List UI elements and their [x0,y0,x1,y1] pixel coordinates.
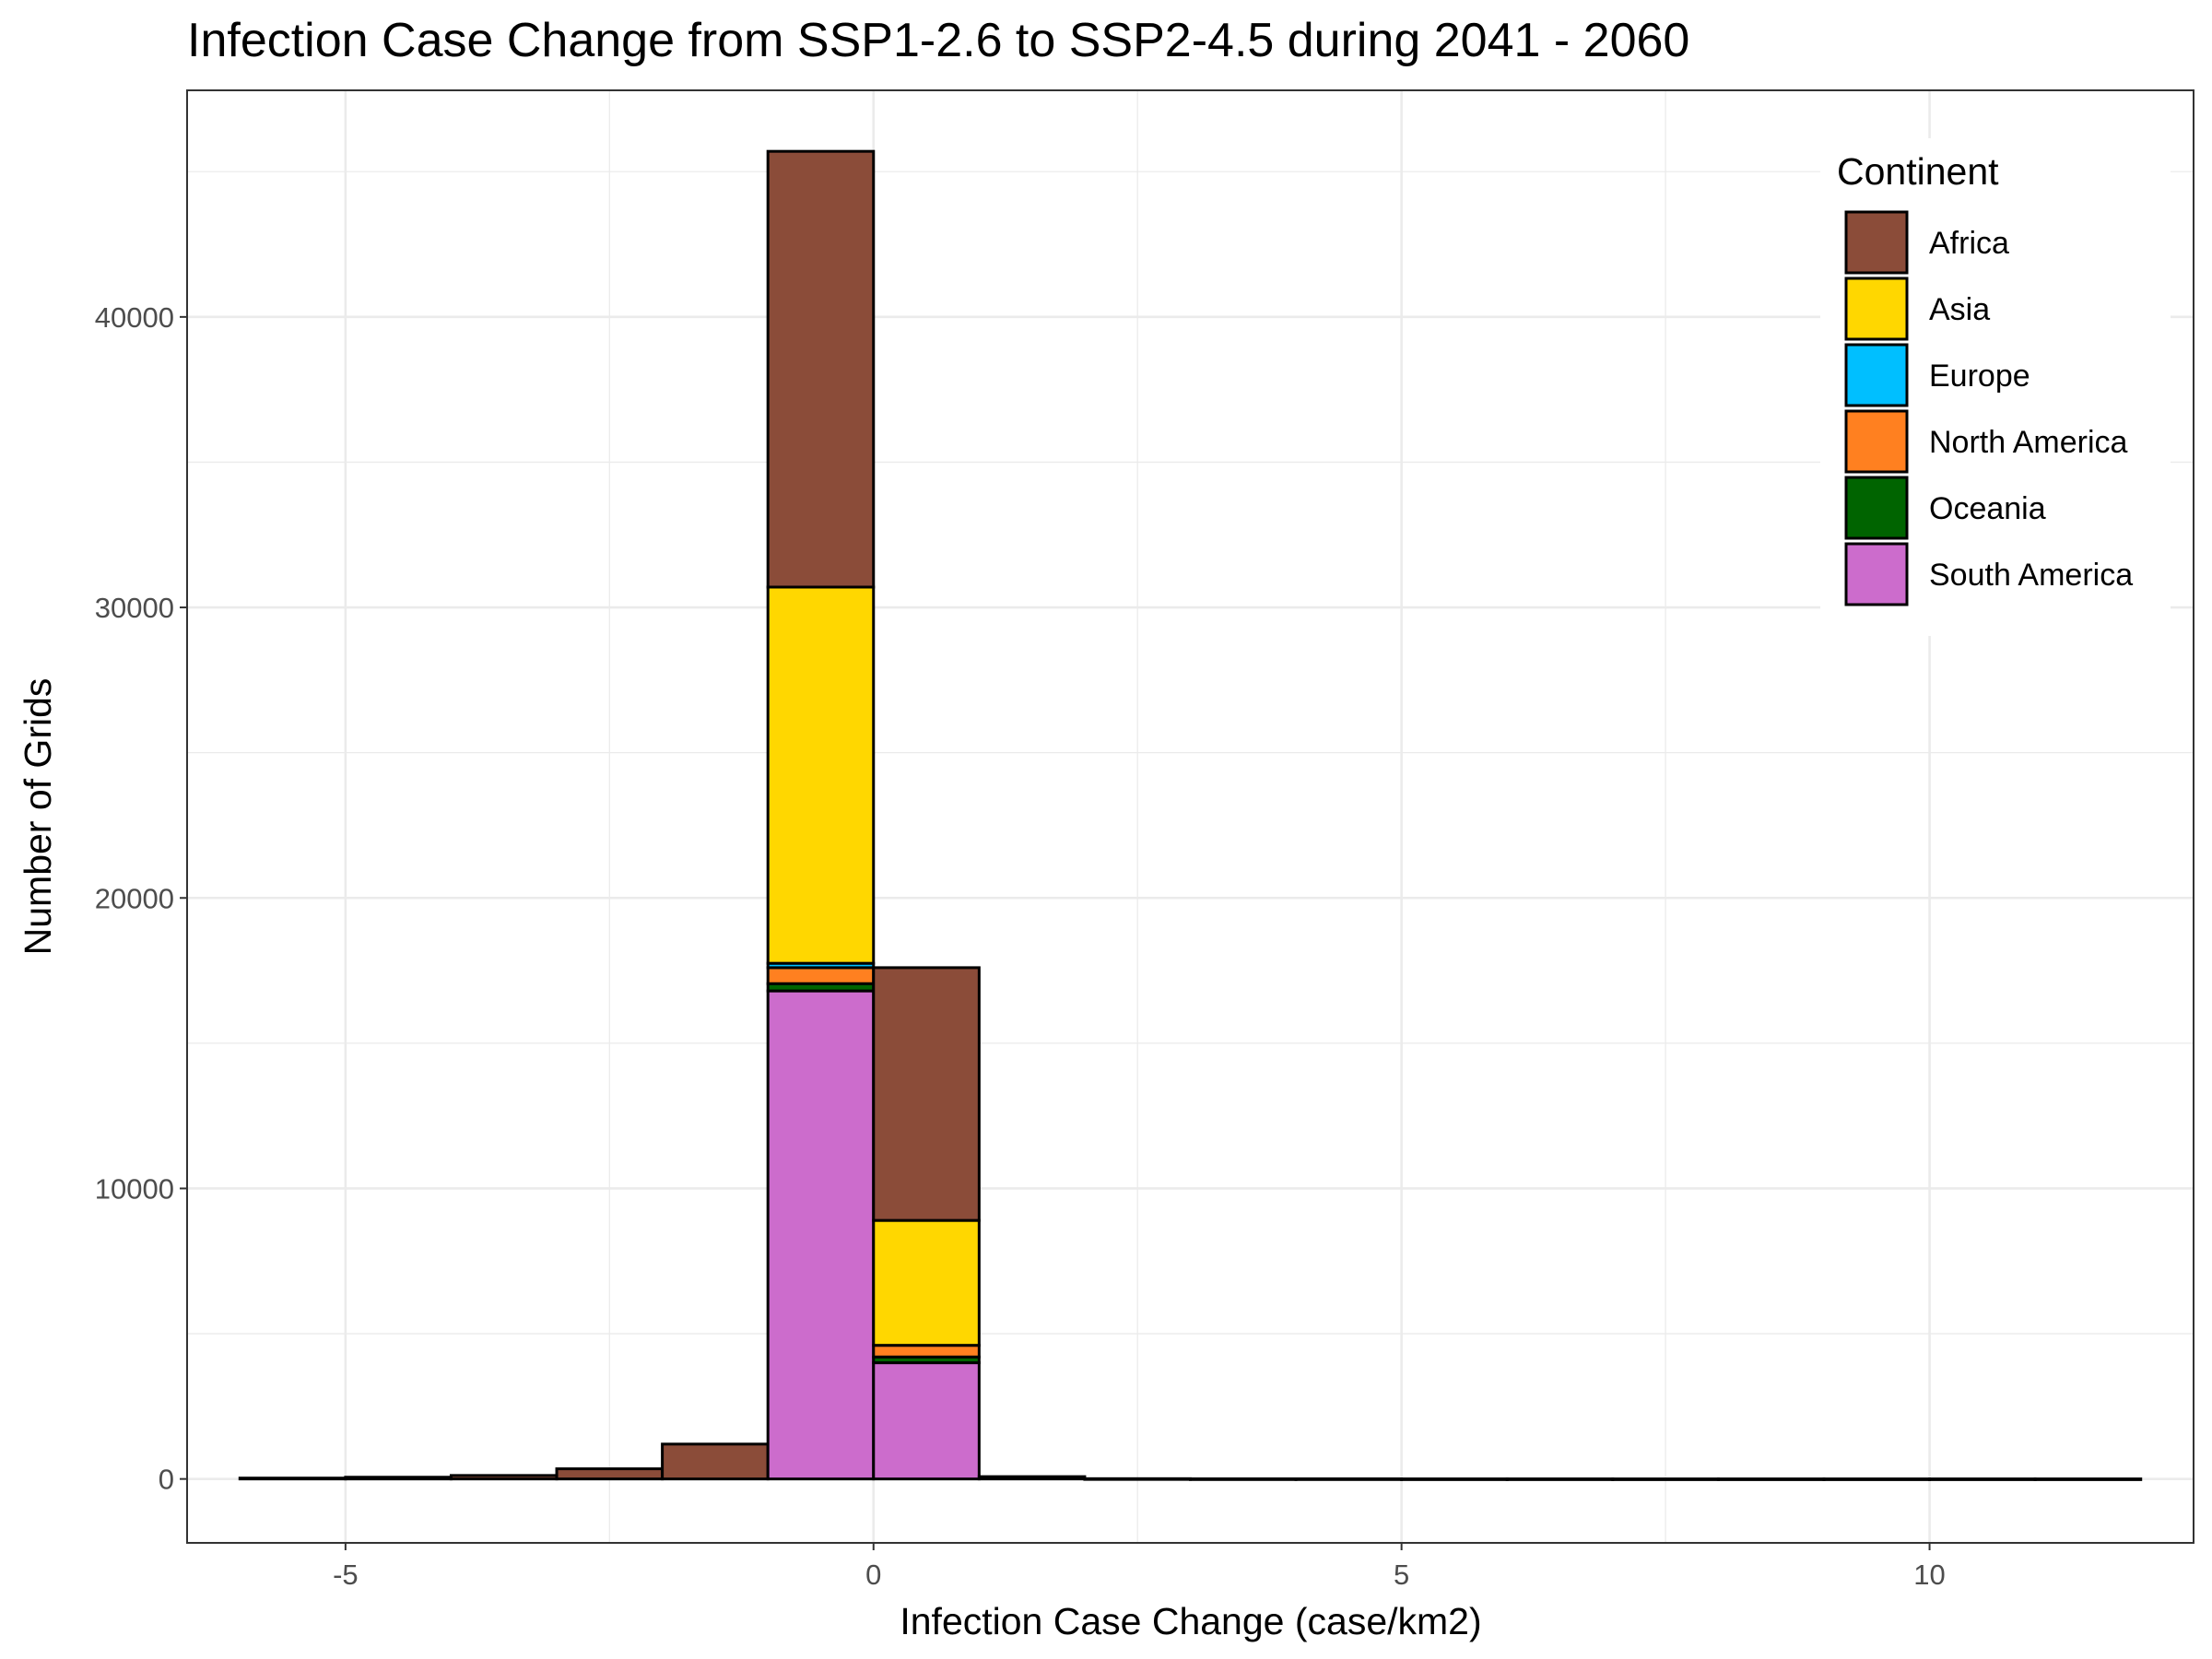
x-axis-title: Infection Case Change (case/km2) [900,1600,1481,1642]
x-tick-label: 0 [865,1559,881,1591]
bar-segment-africa [1928,1477,2037,1481]
legend-title: Continent [1837,150,1999,193]
bar-segment-africa [661,1442,770,1481]
bar-segment-africa [1716,1477,1826,1481]
bar-segment-africa [1083,1477,1192,1481]
legend-label-asia: Asia [1929,292,1990,327]
y-tick-label: 40000 [95,301,174,334]
legend-key-africa [1844,210,1909,275]
legend-key-north-america [1844,409,1909,474]
y-tick-label: 20000 [95,882,174,914]
bar-segment-north-america [872,1344,981,1359]
legend-label-north-america: North America [1929,425,2127,460]
x-tick-label: -5 [333,1559,359,1591]
legend-key-asia [1844,276,1909,341]
bar-segment-africa [238,1477,347,1481]
bar-segment-south-america [872,1361,981,1481]
bar-segment-africa [1189,1477,1298,1481]
bar-segment-africa [344,1476,453,1481]
bar-segment-africa [766,149,876,589]
legend-key-europe [1844,343,1909,407]
legend-label-africa: Africa [1929,226,2009,261]
bar-segment-africa [1294,1477,1404,1481]
bar-segment-africa [555,1467,665,1481]
y-tick-label: 10000 [95,1172,174,1205]
bar-segment-africa [1400,1477,1509,1481]
bar-segment-africa [2033,1477,2143,1481]
chart-title: Infection Case Change from SSP1-2.6 to S… [187,14,1690,67]
bar-segment-africa [1505,1477,1615,1481]
bar-segment-africa [872,966,981,1222]
y-axis-title: Number of Grids [17,678,59,956]
y-tick-label: 0 [159,1464,174,1496]
legend-key-oceania [1844,476,1909,540]
plot-panel-border [186,89,2194,1544]
bar-segment-asia [872,1218,981,1347]
bar-segment-asia [766,585,876,965]
bar-segment-africa [449,1474,559,1481]
legend-items: Africa Asia Europe North America Oceania Sout… [1844,210,2133,606]
bar-segment-north-america [766,966,876,985]
y-tick-label: 30000 [95,592,174,624]
legend-key-south-america [1844,542,1909,606]
legend-label-europe: Europe [1929,359,2030,394]
bar-segment-africa [1611,1477,1720,1481]
x-tick-label: 5 [1394,1559,1409,1591]
bar-segment-africa [977,1475,1087,1481]
legend: Continent Africa Asia Europe North America O… [1820,138,2171,636]
axis-layer: -5 0 5 10 0 10000 20000 30000 40000 [95,301,1946,1591]
legend-label-oceania: Oceania [1929,491,2046,526]
x-tick-label: 10 [1913,1559,1945,1591]
legend-label-south-america: South America [1929,558,2133,593]
bar-segment-south-america [766,989,876,1481]
bar-segment-africa [1822,1477,1932,1481]
bar-layer [238,149,2143,1481]
